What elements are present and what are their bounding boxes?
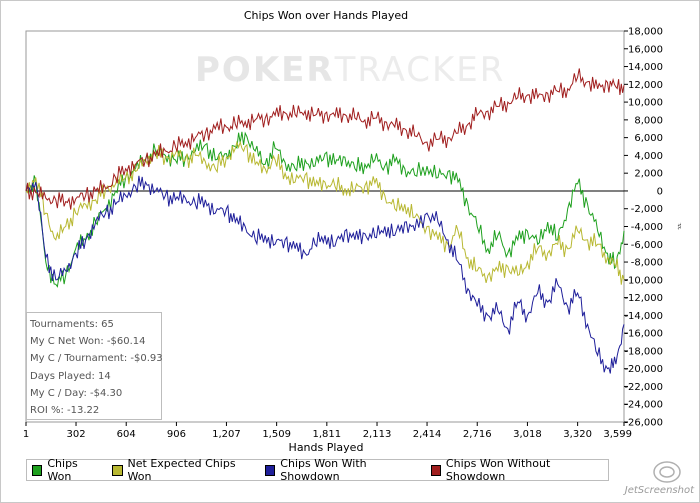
y-tick-label: -18,000 [624,346,663,357]
screenshot-watermark: JetScreenshot [625,458,698,500]
y-tick-label: 18,000 [628,27,663,38]
y-tick-label: 14,000 [628,62,663,73]
legend-item-with-showdown[interactable]: Chips Won With Showdown [264,457,420,483]
y-tick-label: 16,000 [628,44,663,55]
x-axis: 1 302 604 906 1,207 1,509 1,811 2,113 2,414 2,716… [23,422,632,440]
y-tick-label: -16,000 [624,329,663,340]
y-axis: 18,000 16,000 14,000 12,000 10,000 8,000 6,000… [624,27,663,429]
y-tick-label: -12,000 [624,293,663,304]
stat-roi: ROI %: -13.22 [30,404,100,416]
x-tick-label: 604 [117,429,136,440]
stat-tournaments: Tournaments: 65 [30,319,114,330]
legend-label: Net Expected Chips Won [127,457,236,483]
y-tick-label: -6,000 [631,240,663,251]
stat-per-tournament: My C / Tournament: -$0.93 [30,353,163,365]
y-tick-label: 4,000 [634,151,663,162]
side-label: ♯ [677,222,682,233]
x-tick-label: 3,320 [563,429,592,440]
y-tick-label: -14,000 [624,311,663,322]
y-tick-label: -20,000 [624,364,663,375]
stats-summary-box: Tournaments: 65 My C Net Won: -$60.14 My… [26,312,163,420]
legend-item-chips-won[interactable]: Chips Won [32,457,101,483]
x-tick-label: 2,113 [363,429,392,440]
y-tick-label: -2,000 [631,204,663,215]
chart-title: Chips Won over Hands Played [244,9,408,22]
y-tick-label: -4,000 [631,222,663,233]
y-tick-label: -10,000 [624,275,663,286]
pokertracker-watermark: POKERTRACKER [195,50,506,90]
y-tick-label: 0 [657,186,663,197]
camera-lens-icon [653,461,681,483]
x-tick-label: 3,018 [513,429,542,440]
series-line-chips-won-without-showdown [25,68,625,210]
series-lines [25,68,625,374]
y-tick-label: -26,000 [624,418,663,429]
legend-label: Chips Won Without Showdown [445,457,551,483]
x-tick-label: 3,599 [603,429,632,440]
y-tick-label: 8,000 [634,115,663,126]
legend-swatch [430,464,441,476]
x-axis-label: Hands Played [289,441,364,454]
stat-per-day: My C / Day: -$4.30 [30,387,123,399]
legend-item-without-showdown[interactable]: Chips Won Without Showdown [430,457,602,483]
y-tick-label: 6,000 [634,133,663,144]
y-tick-label: -22,000 [624,382,663,393]
y-tick-label: -24,000 [624,400,663,411]
y-tick-label: 12,000 [628,80,663,91]
y-tick-label: 2,000 [634,169,663,180]
legend-label: Chips Won With Showdown [280,457,367,483]
x-tick-label: 2,716 [463,429,492,440]
y-tick-label: -8,000 [631,258,663,269]
chart-legend: Chips Won Net Expected Chips Won Chips W… [26,457,609,483]
legend-swatch [264,464,276,476]
stat-days-played: Days Played: 14 [30,370,111,382]
series-line-chips-won-with-showdown [25,175,625,374]
x-tick-label: 1,811 [313,429,342,440]
x-tick-label: 906 [167,429,186,440]
x-tick-label: 1 [23,429,29,440]
screenshot-watermark-text: JetScreenshot [624,485,694,496]
x-tick-label: 1,207 [212,429,241,440]
series-line-chips-won [25,131,625,288]
stat-net-won: My C Net Won: -$60.14 [30,336,146,348]
legend-swatch [112,464,123,476]
y-tick-label: 10,000 [628,98,663,109]
x-tick-label: 2,414 [413,429,442,440]
x-tick-label: 302 [66,429,85,440]
legend-label: Chips Won [47,457,78,483]
series-line-net-expected-chips-won [25,140,625,285]
x-tick-label: 1,509 [262,429,291,440]
legend-swatch [32,464,43,476]
legend-item-net-expected[interactable]: Net Expected Chips Won [112,457,254,483]
